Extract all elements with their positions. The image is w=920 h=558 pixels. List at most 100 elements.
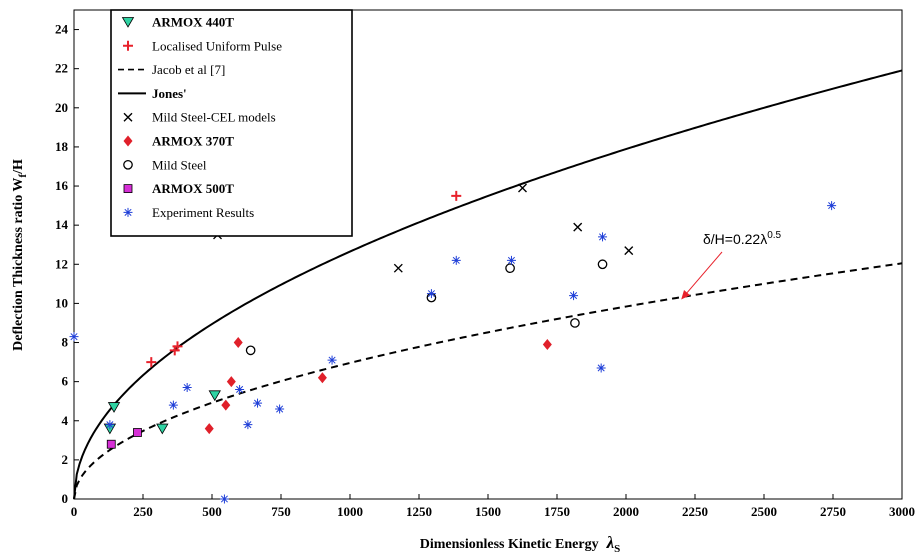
x-tick-label: 0 — [71, 504, 78, 519]
y-axis-title-text: Deflection Thickness ratio W — [11, 178, 26, 351]
jacob-curve — [73, 262, 903, 500]
experiment-results-point — [69, 332, 79, 342]
annotation-text-main: δ/H=0.22λ — [703, 231, 767, 247]
x-tick-label: 3000 — [889, 504, 915, 519]
experiment-results-point — [327, 355, 337, 365]
y-tick-label: 18 — [55, 139, 69, 154]
mild-steel-point — [597, 259, 608, 270]
experiment-results-point — [182, 383, 192, 393]
x-tick-label: 250 — [133, 504, 153, 519]
y-tick-label: 2 — [62, 452, 69, 467]
legend: ARMOX 440T Localised Uniform Pulse Jacob e… — [110, 9, 353, 237]
x-tick-label: 2000 — [613, 504, 639, 519]
experiment-results-point — [243, 420, 253, 430]
x-tick-label: 1000 — [337, 504, 363, 519]
legend-symbol-mild-steel — [123, 159, 133, 170]
experiment-results-point — [596, 363, 606, 373]
localised-uniform-pulse-point — [172, 341, 183, 352]
legend-label-localised-uniform-pulse: Localised Uniform Pulse — [152, 38, 282, 53]
mild-steel-point — [505, 263, 515, 274]
x-tick-label: 2500 — [751, 504, 777, 519]
y-tick-label: 14 — [55, 217, 69, 232]
experiment-results-point — [235, 384, 245, 394]
experiment-results-point — [275, 404, 285, 414]
localised-uniform-pulse-point — [451, 190, 462, 201]
experiment-results-point — [426, 289, 436, 299]
y-axis-title-tail: /H — [11, 159, 26, 175]
experiment-results-point — [168, 400, 178, 410]
legend-box — [110, 9, 353, 237]
legend-symbol-localised-uniform-pulse — [123, 40, 133, 51]
y-tick-label: 8 — [62, 335, 69, 350]
x-axis-title-text: Dimensionless Kinetic Energy — [420, 537, 599, 552]
mild-steel-cel-models-point — [573, 222, 583, 232]
legend-symbol-armox-440t — [121, 17, 135, 28]
armox-500t-point — [133, 428, 142, 437]
experiment-results-point — [253, 398, 263, 408]
jones-curve — [73, 69, 903, 500]
mild-steel-point — [570, 318, 580, 328]
y-tick-label: 4 — [62, 413, 69, 428]
experiment-results-point — [451, 255, 461, 265]
x-tick-label: 1500 — [475, 504, 501, 519]
y-tick-label: 6 — [62, 374, 69, 389]
legend-symbol-experiment-results — [123, 207, 133, 217]
mild-steel-point — [245, 345, 256, 356]
x-ticks: 0 250 500 750 1000 1250 1500 1750 2000 2250 2500 27… — [71, 494, 915, 519]
experiment-results-point — [569, 291, 579, 301]
legend-label-armox-440t: ARMOX 440T — [152, 15, 234, 30]
experiment-results-point — [506, 255, 516, 265]
mild-steel-cel-models-point — [393, 263, 403, 273]
mild-steel-cel-models-point — [518, 183, 527, 193]
y-tick-label: 24 — [55, 22, 69, 37]
experiment-results-point — [827, 201, 837, 211]
data-markers — [69, 183, 837, 504]
y-tick-label: 22 — [55, 61, 68, 76]
legend-label-jones: Jones' — [152, 86, 187, 101]
y-tick-label: 16 — [55, 178, 69, 193]
armox-500t-point — [106, 439, 116, 449]
experiment-results-point — [219, 494, 229, 504]
y-tick-label: 12 — [55, 256, 68, 271]
x-tick-label: 750 — [271, 504, 291, 519]
y-tick-label: 0 — [62, 491, 69, 506]
armox-370t-point — [233, 337, 243, 349]
legend-symbol-armox-370t — [123, 135, 133, 147]
annotation: δ/H=0.22λ0.5 — [681, 230, 782, 300]
experiment-results-point — [598, 232, 608, 242]
x-tick-label: 1250 — [406, 504, 432, 519]
armox-440t-point — [208, 390, 221, 402]
x-tick-label: 2250 — [682, 504, 708, 519]
localised-uniform-pulse-point — [146, 357, 157, 368]
legend-symbol-mild-steel-cel-models — [123, 112, 133, 122]
armox-370t-point — [204, 423, 214, 435]
annotation-text-sup: 0.5 — [767, 230, 781, 241]
legend-label-jacob-et-al-7: Jacob et al [7] — [152, 62, 225, 77]
x-tick-label: 500 — [202, 504, 222, 519]
legend-label-armox-370t: ARMOX 370T — [152, 134, 234, 149]
x-tick-label: 2750 — [820, 504, 846, 519]
x-axis-symbol: λ — [606, 533, 615, 552]
armox-370t-point — [542, 338, 552, 350]
y-axis-title: Deflection Thickness ratio Wf/H — [11, 159, 29, 351]
y-axis-subscript: f — [17, 174, 29, 178]
armox-370t-point — [221, 399, 231, 411]
mild-steel-cel-models-point — [624, 246, 634, 256]
legend-label-mild-steel-cel-models: Mild Steel-CEL models — [152, 110, 276, 125]
legend-symbol-armox-500t — [123, 184, 133, 194]
experiment-results-point — [105, 420, 115, 430]
x-axis-title: Dimensionless Kinetic Energy λS — [420, 533, 621, 555]
y-tick-label: 20 — [55, 100, 68, 115]
armox-370t-point — [226, 376, 236, 388]
y-tick-label: 10 — [55, 295, 68, 310]
armox-370t-point — [317, 372, 327, 384]
annotation-text: δ/H=0.22λ0.5 — [703, 230, 782, 247]
legend-label-experiment-results: Experiment Results — [152, 205, 254, 220]
x-axis-subscript: S — [614, 543, 620, 555]
annotation-arrowhead — [681, 290, 691, 300]
legend-label-armox-500t: ARMOX 500T — [152, 181, 234, 196]
annotation-arrow — [686, 251, 723, 293]
armox-440t-point — [156, 423, 169, 435]
